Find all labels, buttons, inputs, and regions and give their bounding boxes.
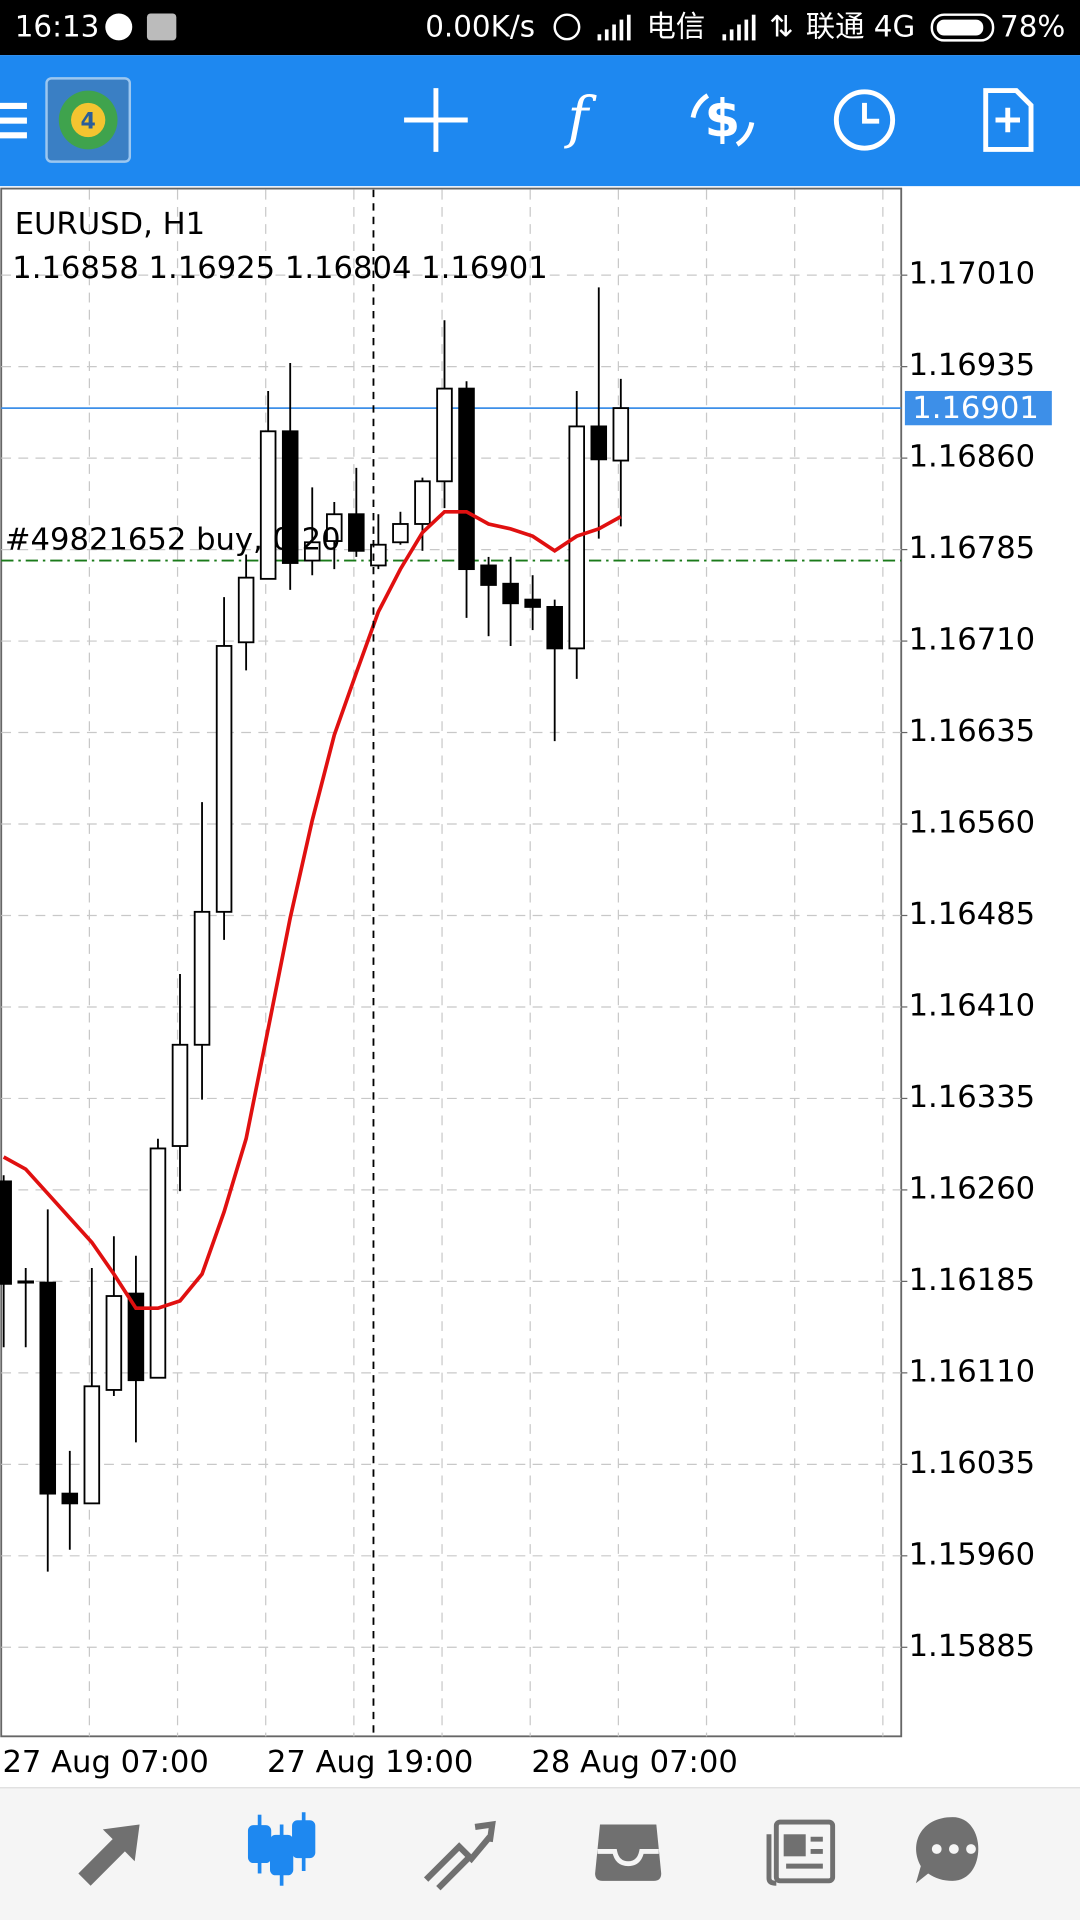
crosshair-button[interactable] xyxy=(404,88,468,152)
signal-icon xyxy=(722,14,756,41)
candle-body xyxy=(612,407,630,462)
candle-body xyxy=(215,645,233,913)
candle-body xyxy=(546,606,563,650)
trade-button[interactable]: $ xyxy=(690,89,755,149)
timeframe-button[interactable] xyxy=(833,89,896,151)
clock: 16:13 xyxy=(15,10,100,44)
alarm-icon xyxy=(553,13,581,41)
y-tick-label: 1.15960 xyxy=(909,1537,1036,1572)
quotes-tab[interactable] xyxy=(78,1824,140,1886)
x-tick-label: 28 Aug 07:00 xyxy=(531,1745,737,1780)
svg-text:4: 4 xyxy=(80,109,95,134)
y-tick-label: 1.16410 xyxy=(909,988,1036,1023)
candle-body xyxy=(370,543,387,567)
candle-body xyxy=(392,523,409,544)
battery-percent: 78% xyxy=(1000,10,1065,44)
chat-tab[interactable] xyxy=(915,1817,979,1884)
toolbar xyxy=(0,55,1080,187)
candle-body xyxy=(303,541,321,562)
last-price-label: 1.16901 xyxy=(912,391,1039,426)
y-tick-label: 1.16110 xyxy=(909,1354,1036,1389)
trade-tab[interactable] xyxy=(423,1820,496,1891)
y-tick-label: 1.16935 xyxy=(909,348,1036,383)
moving-average xyxy=(2,509,622,1311)
y-tick-label: 1.16710 xyxy=(909,623,1036,658)
y-tick-label: 1.16035 xyxy=(909,1446,1036,1481)
candle-body xyxy=(281,430,299,564)
candle-body xyxy=(0,1180,12,1285)
last-price-box xyxy=(904,390,1052,426)
chart: 1.17010 1.16935 1.16860 1.16785 1.16710 1.166… xyxy=(0,187,1052,1780)
y-tick-label: 1.15885 xyxy=(909,1629,1036,1664)
history-tab[interactable] xyxy=(595,1824,662,1881)
candle-body xyxy=(590,425,608,461)
status-icon xyxy=(146,13,177,41)
candle-body xyxy=(502,582,519,605)
candle-body xyxy=(127,1292,145,1382)
bottom-nav xyxy=(0,1787,1080,1920)
y-tick-label: 1.17010 xyxy=(909,257,1036,292)
candle-body xyxy=(17,1280,34,1284)
candle-body xyxy=(39,1281,57,1495)
signal-icon xyxy=(597,14,631,41)
candle-body xyxy=(61,1492,79,1505)
candle-body xyxy=(524,598,541,608)
chart-tab[interactable] xyxy=(247,1812,316,1886)
app-logo[interactable]: 4 xyxy=(45,77,132,163)
y-tick-label: 1.16185 xyxy=(909,1263,1036,1298)
chart-title: EURUSD, H1 xyxy=(15,207,205,242)
candle-body xyxy=(458,387,475,571)
battery-level xyxy=(936,19,984,36)
new-order-button[interactable] xyxy=(983,88,1034,152)
candle-body xyxy=(105,1295,123,1391)
x-tick-label: 27 Aug 19:00 xyxy=(267,1745,473,1780)
y-tick-label: 1.16485 xyxy=(909,897,1036,932)
candle-body xyxy=(237,576,255,644)
candle-body xyxy=(348,513,365,552)
y-tick-label: 1.16260 xyxy=(909,1171,1036,1206)
battery-icon xyxy=(930,13,995,42)
x-tick-label: 27 Aug 07:00 xyxy=(2,1745,208,1780)
y-tick-label: 1.16335 xyxy=(909,1080,1036,1115)
news-tab[interactable] xyxy=(766,1819,836,1886)
y-tick-label: 1.16785 xyxy=(909,531,1036,566)
carrier: 电信 xyxy=(647,10,706,44)
candle-body xyxy=(83,1385,101,1505)
y-tick-label: 1.16860 xyxy=(909,440,1036,475)
candle-body xyxy=(480,564,497,586)
candle-body xyxy=(436,387,453,483)
y-tick-label: 1.16560 xyxy=(909,806,1036,841)
candle-body xyxy=(414,480,431,525)
order-label: #49821652 buy, 0.20 xyxy=(5,522,341,557)
status-icon xyxy=(105,13,133,41)
candle-body xyxy=(259,430,277,580)
menu-button[interactable] xyxy=(0,102,27,139)
candle-body xyxy=(326,513,343,542)
status-bar xyxy=(0,0,1080,56)
candle-body xyxy=(149,1147,167,1379)
candle-body xyxy=(193,910,211,1046)
candle-body xyxy=(171,1043,189,1147)
ohlc-label: 1.16858 1.16925 1.16804 1.16901 xyxy=(12,251,548,286)
carrier: 联通 4G xyxy=(806,10,916,44)
y-tick-label: 1.16635 xyxy=(909,714,1036,749)
net-speed: 0.00K/s xyxy=(425,10,535,44)
svg-text:$: $ xyxy=(705,89,741,149)
data-icon: ⇅ xyxy=(769,10,794,44)
